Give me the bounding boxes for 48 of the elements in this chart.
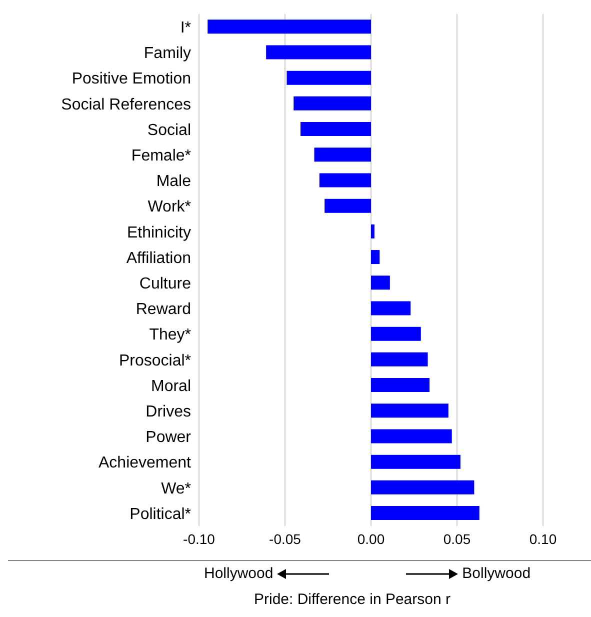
bar [371,378,430,392]
y-tick-label: Reward [136,301,191,318]
bar [371,454,460,469]
bar [371,404,448,418]
y-tick-label: Culture [139,275,192,292]
bar [371,224,374,238]
y-tick-label: I* [180,19,191,36]
x-tick-label: 0.05 [443,530,471,547]
y-tick-label: We* [161,480,191,498]
y-tick-label: Achievement [98,454,192,472]
bar [314,148,371,162]
y-tick-label: Family [144,45,191,62]
bar [208,20,371,34]
bar [266,45,371,60]
y-tick-label: Ethinicity [126,224,191,242]
bar [371,480,474,494]
y-tick-label: Positive Emotion [72,70,191,88]
y-tick-label: Prosocial* [118,352,191,370]
x-tick-label: -0.05 [269,530,302,547]
y-tick-label: Moral [150,378,191,395]
y-tick-label: Work* [148,198,191,216]
bar [294,96,371,110]
x-tick-label: -0.10 [183,530,216,547]
y-tick-label: Drives [146,403,191,420]
bar [371,506,480,520]
bar [371,276,390,290]
text: Bollywood [462,565,531,582]
y-tick-label: Male [156,173,192,190]
y-tick-label: They* [149,326,191,344]
bar [324,198,371,213]
bar [300,122,371,136]
y-tick-label: Social References [61,96,191,114]
x-tick-label: 0.00 [357,530,385,547]
bar [371,250,380,264]
y-tick-label: Affiliation [126,250,191,267]
bar [319,173,371,188]
x-tick-label: 0.10 [529,530,557,547]
y-tick-label: Social [147,122,191,139]
y-tick-label: Power [146,429,192,446]
y-tick-label: Female* [131,147,191,164]
x-axis-title: Pride: Difference in Pearson r [253,591,452,608]
bar [371,352,428,366]
bar [371,326,421,341]
bar [371,301,411,316]
bar [286,70,371,85]
y-tick-label: Political* [130,506,191,523]
bar [371,429,452,444]
text: Hollywood [204,565,274,582]
